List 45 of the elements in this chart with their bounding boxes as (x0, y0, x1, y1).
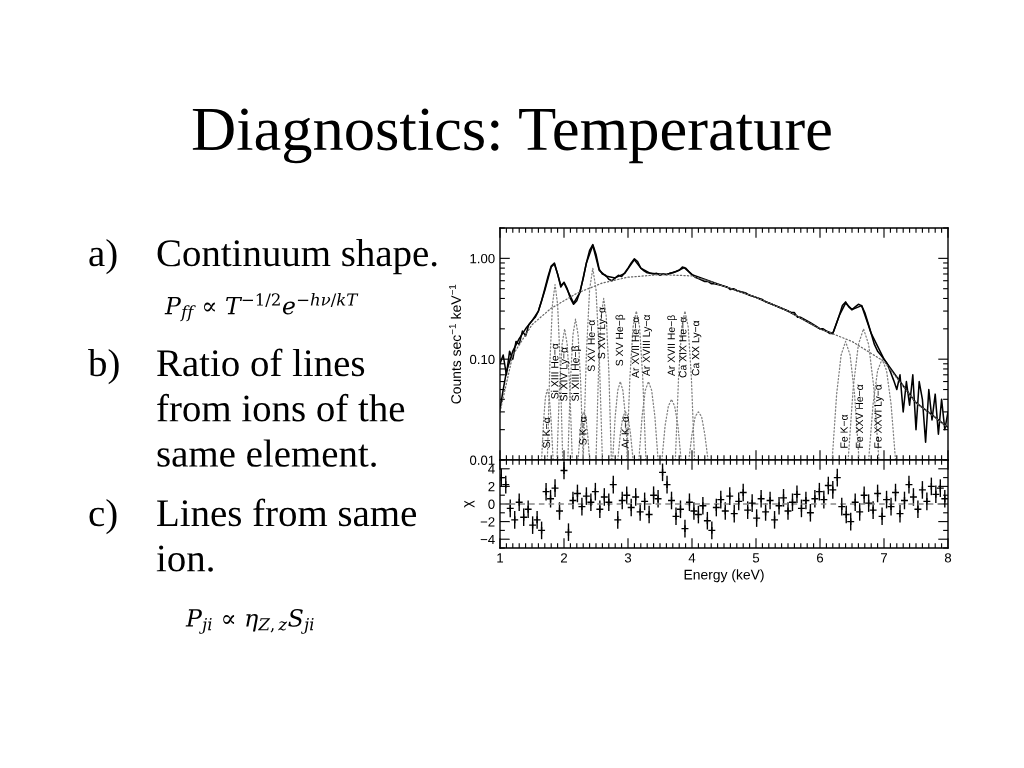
y-axis-title: Counts sec$^{−1}$ keV$^{−1}$ (449, 284, 462, 404)
annotation: Ar XVII He−β (667, 315, 678, 377)
y-tick-label: −2 (480, 517, 495, 527)
annotation: Si XIV Ly−α (559, 347, 570, 402)
annotation: S XV He−β (615, 314, 626, 366)
annotation: Ar XVII He−α (631, 317, 640, 379)
annotation: Si XIII He−α (550, 343, 559, 399)
y-axis-title: χ (464, 500, 475, 508)
annotation: Fe XXV He−α (855, 384, 864, 448)
text: Continuum shape. (157, 239, 437, 275)
x-tick-label: 6 (817, 553, 824, 563)
chart-title: Diagnostics: Temperature (192, 108, 831, 164)
y-tick-label: 4 (488, 464, 495, 474)
x-axis-title: Energy (keV) (684, 569, 764, 583)
x-tick-label: 3 (624, 553, 632, 563)
annotation: Ca XIX He−α (679, 317, 687, 378)
text: b) (88, 349, 119, 385)
y-tick-label: −4 (480, 534, 495, 544)
x-tick-label: 5 (752, 553, 760, 563)
text: Lines from same ion. (156, 498, 416, 572)
text: P$_{ji}$ ∝ η$_{Z,z}$S$_{ji}$ (185, 609, 314, 634)
y-tick-label: 2 (488, 481, 495, 492)
y-tick-label: 0.01 (469, 455, 495, 465)
annotation: Ar XVIII Ly−α (642, 314, 653, 377)
x-tick-label: 8 (944, 553, 952, 563)
annotation: Ar K−α (621, 416, 629, 449)
y-tick-label: 0.10 (469, 354, 495, 365)
annotation: Ca XX Ly−α (691, 320, 702, 376)
text: c) (89, 499, 117, 535)
x-tick-label: 1 (497, 553, 504, 563)
annotation: Si XIII He−β (571, 345, 582, 402)
annotation: S XV He−α (587, 320, 595, 372)
annotation: S K−α (579, 416, 587, 445)
annotation: Fe XXVI Ly−α (874, 384, 884, 448)
annotation: Fe K−α (840, 414, 848, 448)
x-tick-label: 4 (688, 553, 696, 563)
text: Ratio of lines from ions of the same element. (157, 348, 405, 468)
text: P$_{ff}$ ∝ T$^{−1/2}$e$^{−hν/kT}$ (164, 293, 359, 322)
y-tick-label: 1.00 (470, 253, 495, 264)
x-tick-label: 2 (561, 553, 568, 563)
y-tick-label: 0 (488, 499, 495, 509)
annotation: S XVI Ly−α (597, 307, 608, 359)
annotation: Si K−α (542, 417, 551, 449)
text: a) (89, 239, 117, 275)
x-tick-label: 7 (881, 553, 888, 563)
